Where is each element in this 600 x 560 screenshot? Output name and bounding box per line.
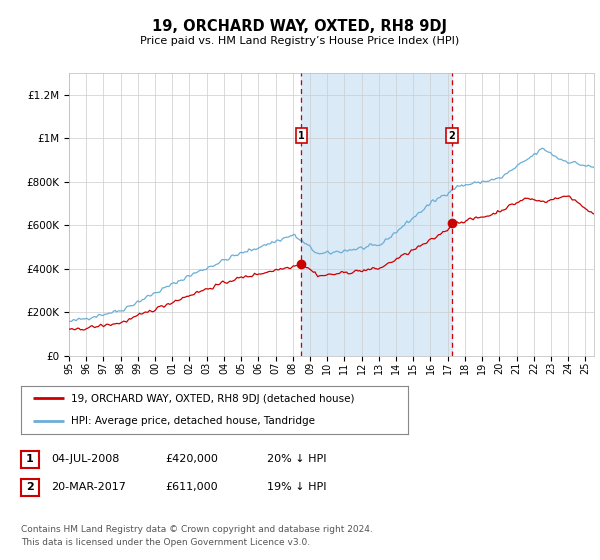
Bar	[301, 73, 452, 356]
Text: £420,000: £420,000	[165, 454, 218, 464]
Text: 2: 2	[26, 482, 34, 492]
Text: £611,000: £611,000	[165, 482, 218, 492]
Text: HPI: Average price, detached house, Tandridge: HPI: Average price, detached house, Tand…	[71, 416, 316, 426]
Text: 1: 1	[26, 454, 34, 464]
Text: 04-JUL-2008: 04-JUL-2008	[51, 454, 119, 464]
Text: 20-MAR-2017: 20-MAR-2017	[51, 482, 126, 492]
Text: 19% ↓ HPI: 19% ↓ HPI	[267, 482, 326, 492]
Text: Price paid vs. HM Land Registry’s House Price Index (HPI): Price paid vs. HM Land Registry’s House …	[140, 36, 460, 46]
Text: 20% ↓ HPI: 20% ↓ HPI	[267, 454, 326, 464]
Text: 19, ORCHARD WAY, OXTED, RH8 9DJ: 19, ORCHARD WAY, OXTED, RH8 9DJ	[152, 20, 448, 34]
Text: Contains HM Land Registry data © Crown copyright and database right 2024.
This d: Contains HM Land Registry data © Crown c…	[21, 525, 373, 547]
Text: 1: 1	[298, 131, 305, 141]
Text: 19, ORCHARD WAY, OXTED, RH8 9DJ (detached house): 19, ORCHARD WAY, OXTED, RH8 9DJ (detache…	[71, 394, 355, 404]
Text: 2: 2	[449, 131, 455, 141]
